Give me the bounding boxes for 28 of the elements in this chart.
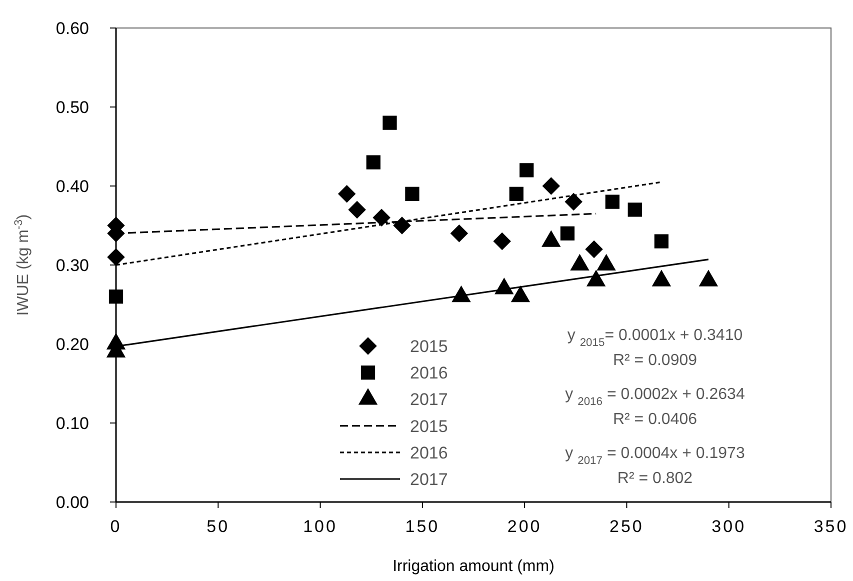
legend-label: 2017 bbox=[410, 390, 448, 410]
x-axis-title: Irrigation amount (mm) bbox=[392, 558, 554, 575]
annotation: y $_{2017}$ = 0.0004x + 0.1973 bbox=[565, 445, 745, 467]
y-tick-label: 0.60 bbox=[56, 19, 89, 38]
y-tick-label: 0.40 bbox=[56, 177, 89, 196]
legend-label: 2015 bbox=[410, 416, 448, 436]
x-tick-label: 300 bbox=[712, 517, 746, 536]
annotation: R² = 0.0909 bbox=[612, 352, 698, 369]
annotation: R² = 0.0406 bbox=[612, 411, 698, 428]
x-tick-label: 250 bbox=[610, 517, 644, 536]
x-tick-label: 100 bbox=[303, 517, 338, 536]
legend-label: 2015 bbox=[410, 337, 448, 356]
y-tick-label: 0.00 bbox=[56, 493, 89, 512]
x-tick-label: 0 bbox=[110, 517, 122, 536]
y-tick-label: 0.20 bbox=[56, 335, 89, 354]
x-tick-label: 350 bbox=[814, 517, 848, 536]
x-tick-label: 200 bbox=[507, 517, 542, 536]
annotation: y $_{2016}$ = 0.0002x + 0.2634 bbox=[565, 386, 745, 408]
legend-label: 2016 bbox=[410, 443, 448, 462]
annotation: y $_{2015}$= 0.0001x + 0.3410 bbox=[567, 327, 743, 349]
y-tick-label: 0.30 bbox=[56, 256, 89, 275]
annotation: R² = 0.802 bbox=[617, 470, 693, 487]
y-tick-label: 0.10 bbox=[56, 414, 89, 433]
x-tick-label: 50 bbox=[206, 517, 230, 536]
legend-label: 2017 bbox=[410, 470, 448, 489]
legend-label: 2016 bbox=[410, 364, 448, 383]
y-tick-label: 0.50 bbox=[56, 98, 89, 117]
x-tick-label: 150 bbox=[405, 517, 440, 536]
